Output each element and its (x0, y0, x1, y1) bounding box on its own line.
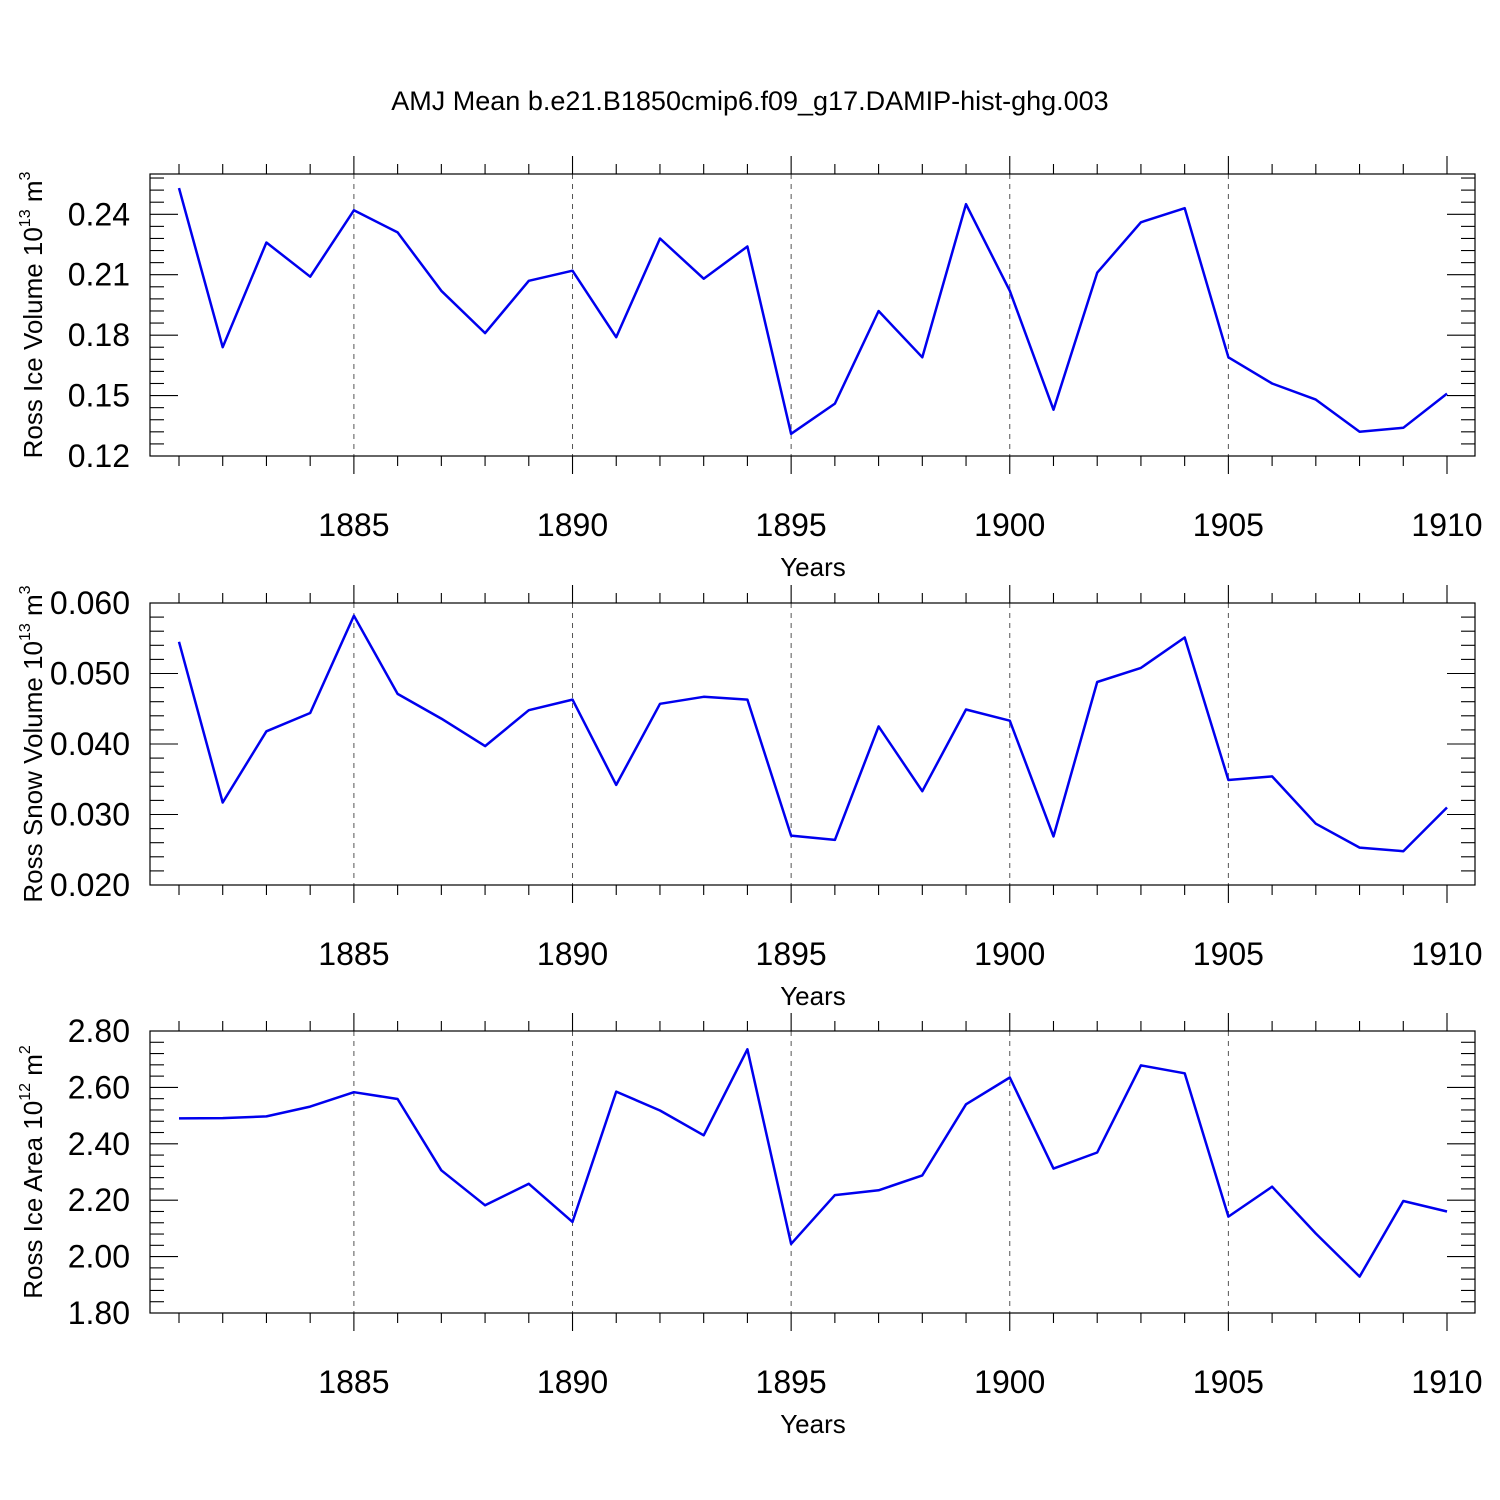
y-tick-label: 0.12 (68, 438, 130, 474)
y-tick-label: 0.030 (50, 797, 130, 833)
y-tick-label: 0.18 (68, 317, 130, 353)
y-tick-label: 0.15 (68, 378, 130, 414)
x-axis-title: Years (780, 1409, 846, 1439)
y-tick-label: 0.060 (50, 585, 130, 621)
x-tick-label: 1905 (1193, 507, 1264, 543)
x-tick-label: 1895 (756, 1364, 827, 1400)
x-tick-label: 1885 (318, 936, 389, 972)
plot-frame (149, 602, 1476, 886)
y-axis-title: Ross Snow Volume 1013 m3 (17, 585, 48, 902)
series-line (177, 614, 1448, 853)
x-tick-label: 1910 (1411, 936, 1482, 972)
y-tick-label: 2.60 (68, 1069, 130, 1105)
x-tick-label: 1890 (537, 1364, 608, 1400)
y-tick-label: 0.040 (50, 726, 130, 762)
x-tick-label: 1885 (318, 507, 389, 543)
x-tick-label: 1900 (974, 936, 1045, 972)
figure-title: AMJ Mean b.e21.B1850cmip6.f09_g17.DAMIP-… (391, 86, 1108, 116)
panel-1: 0.12 0.15 0.18 0.21 0.24 1885 1890 1895 1900 1905… (17, 156, 1483, 582)
series-line (177, 187, 1448, 436)
x-tick-label: 1905 (1193, 936, 1264, 972)
x-tick-label: 1890 (537, 936, 608, 972)
y-tick-label: 2.40 (68, 1126, 130, 1162)
x-tick-label: 1895 (756, 507, 827, 543)
x-tick-label: 1900 (974, 507, 1045, 543)
y-tick-label: 1.80 (68, 1295, 130, 1331)
series-line (178, 1048, 1448, 1278)
x-tick-label: 1890 (537, 507, 608, 543)
y-tick-label: 2.20 (68, 1182, 130, 1218)
x-tick-label: 1895 (756, 936, 827, 972)
x-tick-label: 1905 (1193, 1364, 1264, 1400)
plot-frame (149, 173, 1476, 457)
x-tick-label: 1910 (1411, 1364, 1482, 1400)
x-tick-label: 1910 (1411, 507, 1482, 543)
y-tick-label: 0.24 (68, 196, 130, 232)
x-tick-label: 1885 (318, 1364, 389, 1400)
x-tick-label: 1900 (974, 1364, 1045, 1400)
x-axis-title: Years (780, 552, 846, 582)
y-axis-title: Ross Ice Volume 1013 m3 (17, 171, 48, 458)
y-axis-title: Ross Ice Area 1012 m2 (17, 1045, 48, 1299)
y-tick-label: 2.00 (68, 1239, 130, 1275)
y-tick-label: 0.21 (68, 257, 130, 293)
y-tick-label: 2.80 (68, 1013, 130, 1049)
panel-3: 1.80 2.00 2.20 2.40 2.60 2.80 1885 1890 1895 1900… (17, 1013, 1483, 1439)
plot-frame (149, 1030, 1476, 1314)
panels: 0.12 0.15 0.18 0.21 0.24 1885 1890 1895 1900 1905… (17, 156, 1483, 1439)
x-axis-title: Years (780, 981, 846, 1011)
y-tick-label: 0.020 (50, 867, 130, 903)
y-tick-label: 0.050 (50, 656, 130, 692)
panel-2: 0.020 0.030 0.040 0.050 0.060 1885 1890 1895 190… (17, 585, 1483, 1011)
